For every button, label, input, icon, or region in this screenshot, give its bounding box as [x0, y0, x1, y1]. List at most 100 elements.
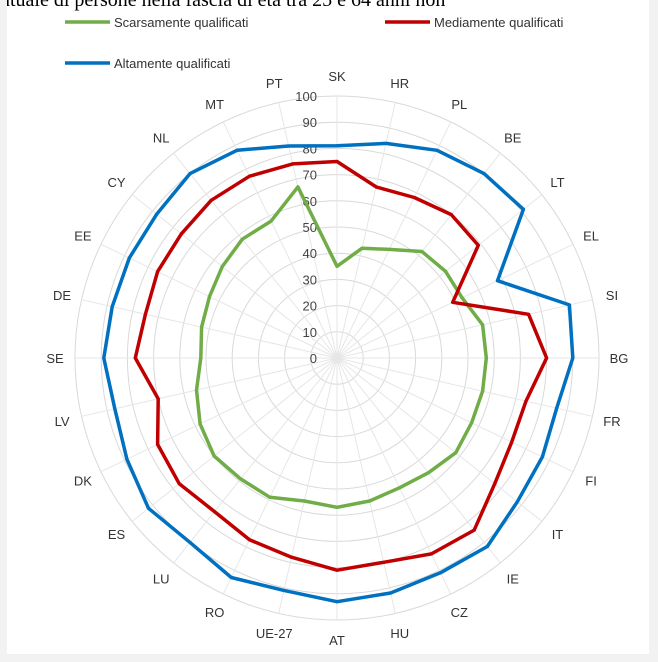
series-point	[188, 540, 192, 544]
series-point	[571, 356, 575, 360]
series-point	[179, 232, 183, 236]
category-label: CZ	[451, 605, 468, 620]
series-point	[335, 600, 339, 604]
series-point	[133, 356, 137, 360]
series-point	[127, 256, 131, 260]
series-point	[147, 506, 150, 510]
spoke-line	[336, 357, 452, 595]
series-point	[481, 323, 485, 327]
series-point	[302, 499, 306, 503]
series-point	[268, 495, 272, 499]
series-point	[125, 457, 129, 461]
frame-left	[0, 0, 7, 662]
category-label: LV	[55, 414, 70, 429]
series-point	[335, 264, 339, 268]
series-point	[156, 270, 160, 274]
series-point	[269, 219, 273, 223]
spoke-line	[100, 243, 338, 359]
series-point	[427, 471, 430, 475]
series-point	[493, 482, 497, 486]
spoke-line	[336, 152, 501, 359]
series-point	[472, 528, 476, 532]
series-point	[335, 568, 339, 572]
series-point	[235, 148, 239, 152]
series-point	[229, 576, 233, 579]
tick-label: 50	[303, 220, 317, 235]
series-point	[287, 144, 291, 148]
radar-spokes	[75, 96, 599, 620]
series-point	[200, 325, 204, 329]
series-point	[199, 356, 203, 360]
category-label: IT	[552, 527, 564, 542]
series-point	[113, 407, 117, 411]
category-label: CY	[107, 175, 125, 190]
series-point	[476, 243, 480, 247]
series-point	[177, 482, 181, 486]
series-point	[208, 295, 211, 299]
series-point	[220, 265, 224, 268]
category-label: HR	[390, 76, 409, 91]
spoke-line	[336, 299, 593, 359]
category-label: LU	[153, 571, 170, 586]
tick-label: 10	[303, 325, 317, 340]
series-point	[515, 500, 519, 504]
spoke-line	[81, 357, 338, 417]
series-point	[382, 560, 386, 564]
spoke-line	[131, 357, 338, 522]
series-point	[567, 303, 571, 307]
spoke-line	[131, 194, 338, 359]
series-point	[102, 356, 106, 360]
category-label: IE	[507, 571, 520, 586]
series-point	[335, 505, 339, 509]
series-point	[555, 406, 559, 410]
series-point	[360, 246, 364, 250]
spoke-line	[173, 152, 338, 359]
category-label: RO	[205, 605, 225, 620]
category-label: SI	[606, 288, 618, 303]
frame-bottom	[0, 654, 658, 662]
series-point	[213, 510, 216, 514]
series-point	[527, 312, 531, 316]
series-point	[248, 174, 251, 178]
spoke-line	[100, 357, 338, 473]
spoke-line	[336, 194, 543, 359]
tick-label: 80	[303, 141, 317, 156]
category-label: BE	[504, 131, 522, 146]
legend-label: Mediamente qualificati	[434, 15, 563, 30]
category-label: UE-27	[256, 626, 293, 641]
category-label: AT	[329, 633, 345, 648]
legend-label: Altamente qualificati	[114, 56, 230, 71]
tick-label: 0	[310, 351, 317, 366]
category-label: SK	[328, 69, 346, 84]
series-point	[335, 144, 339, 148]
spoke-line	[336, 357, 396, 614]
spoke-line	[173, 357, 338, 564]
series-point	[389, 591, 393, 595]
spoke-line	[222, 357, 338, 595]
series-point	[482, 172, 486, 176]
series-point	[412, 196, 416, 199]
category-label: EE	[74, 229, 92, 244]
series-point	[239, 477, 243, 481]
series-point	[398, 486, 401, 490]
category-label: MT	[205, 97, 224, 112]
series-line	[102, 141, 575, 604]
series-point	[155, 212, 159, 216]
series-point	[444, 269, 448, 273]
series-group	[102, 141, 575, 604]
series-point	[540, 455, 544, 459]
tick-label: 40	[303, 246, 317, 261]
series-point	[470, 421, 474, 425]
category-label: HU	[390, 626, 409, 641]
series-point	[510, 440, 514, 444]
series-point	[240, 237, 244, 241]
tick-label: 20	[303, 299, 317, 314]
spoke-line	[222, 121, 338, 359]
series-point	[368, 499, 372, 503]
category-label: FR	[603, 414, 620, 429]
category-label: PL	[451, 97, 467, 112]
category-label: LT	[550, 175, 564, 190]
series-point	[188, 172, 192, 176]
series-point	[481, 389, 485, 393]
